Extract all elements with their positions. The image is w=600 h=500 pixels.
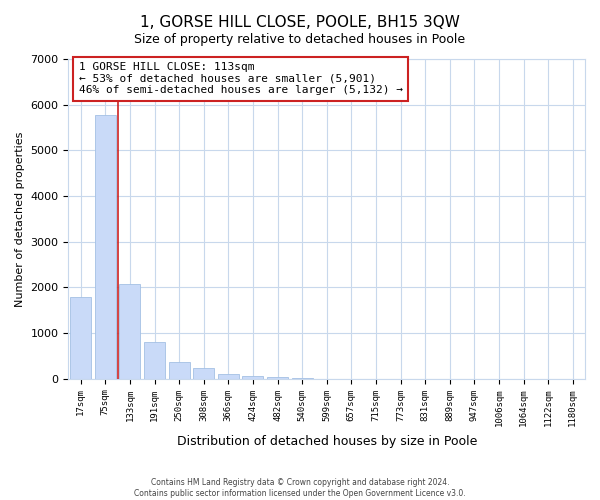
X-axis label: Distribution of detached houses by size in Poole: Distribution of detached houses by size … [176,434,477,448]
Text: 1 GORSE HILL CLOSE: 113sqm
← 53% of detached houses are smaller (5,901)
46% of s: 1 GORSE HILL CLOSE: 113sqm ← 53% of deta… [79,62,403,96]
Y-axis label: Number of detached properties: Number of detached properties [15,131,25,306]
Bar [242,376,263,379]
Bar [95,114,116,379]
Text: Contains HM Land Registry data © Crown copyright and database right 2024.
Contai: Contains HM Land Registry data © Crown c… [134,478,466,498]
Bar [193,368,214,379]
Bar [267,378,288,379]
Text: 1, GORSE HILL CLOSE, POOLE, BH15 3QW: 1, GORSE HILL CLOSE, POOLE, BH15 3QW [140,15,460,30]
Bar [218,374,239,379]
Bar [119,284,140,379]
Bar [144,342,165,379]
Bar [70,298,91,379]
Bar [169,362,190,379]
Text: Size of property relative to detached houses in Poole: Size of property relative to detached ho… [134,32,466,46]
